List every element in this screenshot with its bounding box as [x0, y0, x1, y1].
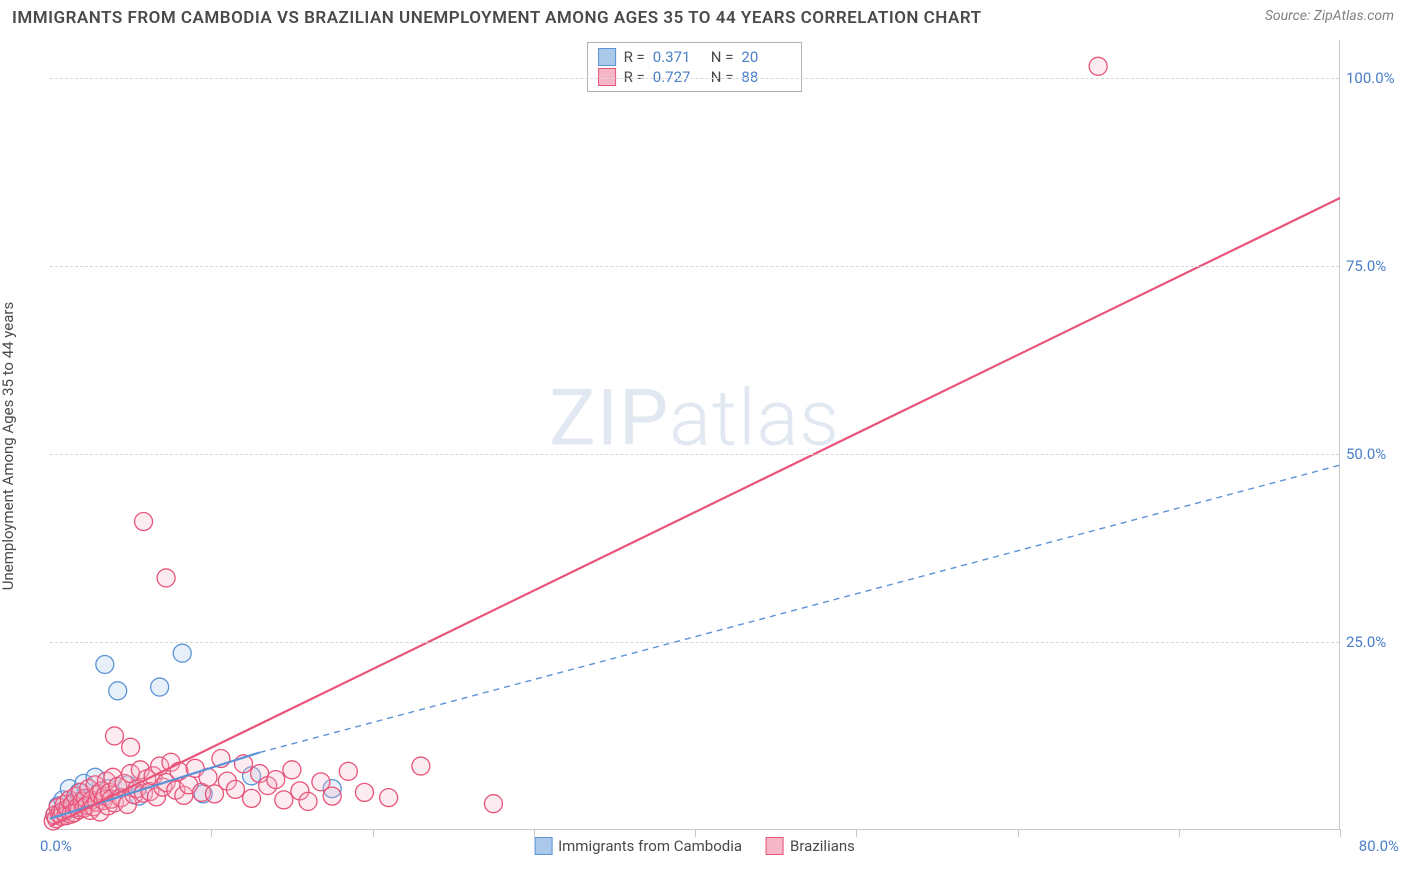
legend-swatch [598, 48, 616, 66]
trend-line-dashed-cambodia [260, 465, 1340, 752]
scatter-point-brazilians [323, 787, 341, 805]
x-tick [695, 829, 696, 837]
scatter-point-brazilians [283, 761, 301, 779]
r-label: R = [624, 48, 645, 66]
scatter-point-cambodia [109, 682, 127, 700]
scatter-point-brazilians [226, 780, 244, 798]
x-tick [856, 829, 857, 837]
y-tick-label: 75.0% [1346, 257, 1401, 275]
grid-line [50, 642, 1339, 643]
series-legend: Immigrants from Cambodia Brazilians [534, 837, 855, 855]
x-tick [534, 829, 535, 837]
grid-line [50, 78, 1339, 79]
legend-label: Immigrants from Cambodia [558, 837, 742, 855]
n-value: 20 [741, 48, 791, 66]
scatter-point-brazilians [135, 513, 153, 531]
grid-line [50, 454, 1339, 455]
scatter-point-brazilians [122, 738, 140, 756]
y-tick-label: 100.0% [1346, 69, 1401, 87]
chart-title: IMMIGRANTS FROM CAMBODIA VS BRAZILIAN UN… [12, 8, 982, 28]
n-label: N = [711, 48, 734, 66]
x-tick [211, 829, 212, 837]
legend-item-cambodia: Immigrants from Cambodia [534, 837, 742, 855]
chart-svg [50, 40, 1339, 829]
scatter-point-brazilians [339, 762, 357, 780]
scatter-point-brazilians [275, 791, 293, 809]
legend-swatch [766, 837, 784, 855]
legend-item-brazilians: Brazilians [766, 837, 855, 855]
grid-line [50, 266, 1339, 267]
x-max-label: 80.0% [1359, 837, 1399, 855]
correlation-legend: R =0.371N =20R =0.727N =88 [587, 42, 803, 92]
scatter-point-brazilians [157, 569, 175, 587]
y-tick-label: 25.0% [1346, 633, 1401, 651]
source-name: ZipAtlas.com [1314, 8, 1394, 24]
title-bar: IMMIGRANTS FROM CAMBODIA VS BRAZILIAN UN… [12, 8, 1394, 28]
scatter-point-brazilians [484, 795, 502, 813]
legend-swatch [534, 837, 552, 855]
y-axis-label: Unemployment Among Ages 35 to 44 years [0, 302, 17, 590]
x-tick [1179, 829, 1180, 837]
scatter-point-brazilians [380, 789, 398, 807]
scatter-point-cambodia [151, 678, 169, 696]
scatter-point-brazilians [267, 771, 285, 789]
plot-area: ZIPatlas R =0.371N =20R =0.727N =88 0.0%… [50, 40, 1340, 830]
x-tick [1018, 829, 1019, 837]
legend-label: Brazilians [790, 837, 855, 855]
source-prefix: Source: [1265, 8, 1314, 24]
x-tick [373, 829, 374, 837]
trend-line-brazilians [50, 198, 1340, 826]
scatter-point-cambodia [173, 644, 191, 662]
r-value: 0.371 [653, 48, 703, 66]
scatter-point-brazilians [243, 789, 261, 807]
x-origin-label: 0.0% [40, 837, 72, 855]
legend-row-cambodia: R = 0.371 N = 20 [598, 47, 792, 67]
source-attribution: Source: ZipAtlas.com [1265, 8, 1394, 24]
scatter-point-brazilians [1089, 57, 1107, 75]
scatter-point-brazilians [106, 727, 124, 745]
scatter-point-brazilians [355, 783, 373, 801]
x-tick [1340, 829, 1341, 837]
scatter-point-brazilians [412, 757, 430, 775]
scatter-point-brazilians [299, 792, 317, 810]
scatter-point-cambodia [96, 655, 114, 673]
y-tick-label: 50.0% [1346, 445, 1401, 463]
